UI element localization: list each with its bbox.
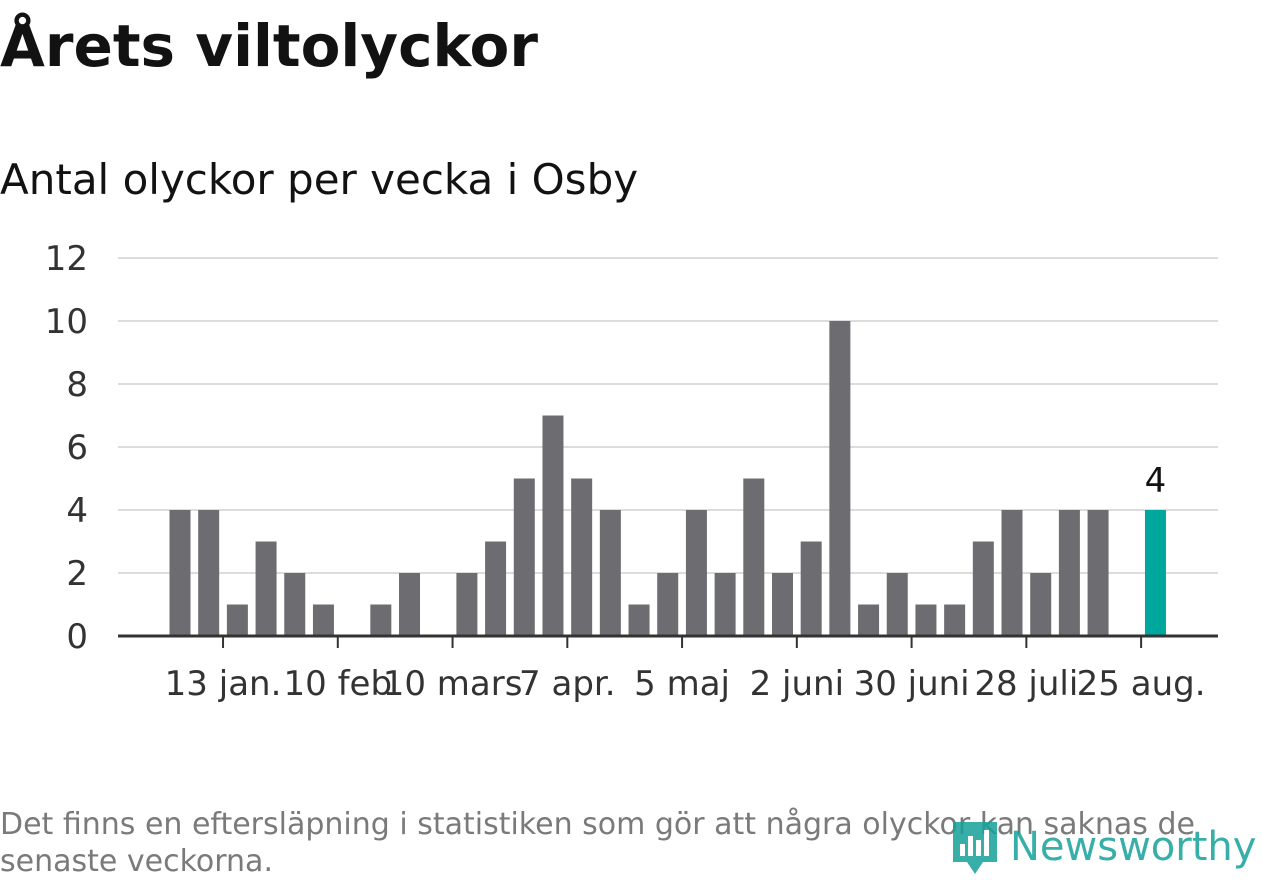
x-tick-label: 2 juni: [750, 664, 844, 704]
bar: [456, 573, 478, 636]
bar: [399, 573, 421, 636]
bar: [858, 604, 880, 636]
x-tick-label: 13 jan.: [165, 664, 282, 704]
y-tick-label: 10: [45, 302, 88, 342]
bar: [685, 510, 707, 636]
y-tick-label: 2: [66, 554, 88, 594]
bar-chart-logo-icon: [953, 822, 997, 874]
y-tick-label: 12: [45, 239, 88, 279]
bar: [370, 604, 392, 636]
bar: [542, 415, 564, 636]
y-axis-ticks: 0 2 4 6 8 10 12: [45, 239, 88, 657]
bar: [800, 541, 822, 636]
y-tick-label: 0: [66, 617, 88, 657]
x-tick-label: 30 juni: [854, 664, 970, 704]
y-tick-label: 4: [66, 491, 88, 531]
highlight-value-label: 4: [1145, 461, 1167, 501]
bar-highlighted: [1144, 510, 1166, 636]
bar: [599, 510, 621, 636]
bar: [915, 604, 937, 636]
bar: [771, 573, 793, 636]
y-tick-label: 8: [66, 365, 88, 405]
bars: [169, 321, 1166, 636]
x-tick-label: 5 maj: [634, 664, 730, 704]
bar: [972, 541, 994, 636]
x-tick-label: 25 aug.: [1077, 664, 1206, 704]
bar: [886, 573, 908, 636]
x-tick-label: 7 apr.: [519, 664, 616, 704]
bar: [169, 510, 191, 636]
brand-name: Newsworthy: [1010, 824, 1257, 870]
x-tick-label: 28 juli: [974, 664, 1078, 704]
chart-title: Årets viltolyckor: [0, 12, 538, 80]
x-tick-label: 10 mars: [383, 664, 523, 704]
data-labels: 4: [1145, 461, 1167, 501]
bar: [743, 478, 765, 636]
x-tick-label: 10 feb: [284, 664, 393, 704]
chart-subtitle: Antal olyckor per vecka i Osby: [0, 155, 639, 204]
bar: [571, 478, 593, 636]
bar: [284, 573, 306, 636]
bar: [1087, 510, 1109, 636]
bar: [657, 573, 679, 636]
bar: [198, 510, 220, 636]
newsworthy-logo: Newsworthy: [950, 816, 1256, 878]
bar: [513, 478, 535, 636]
bar: [628, 604, 650, 636]
bar: [1030, 573, 1052, 636]
gridlines: [118, 257, 1218, 574]
bar: [829, 321, 851, 636]
bar: [714, 573, 736, 636]
y-tick-label: 6: [66, 428, 88, 468]
bar: [255, 541, 277, 636]
bar: [485, 541, 507, 636]
bar: [1058, 510, 1080, 636]
bar: [312, 604, 334, 636]
bar: [1001, 510, 1023, 636]
bar: [944, 604, 966, 636]
bar: [226, 604, 248, 636]
